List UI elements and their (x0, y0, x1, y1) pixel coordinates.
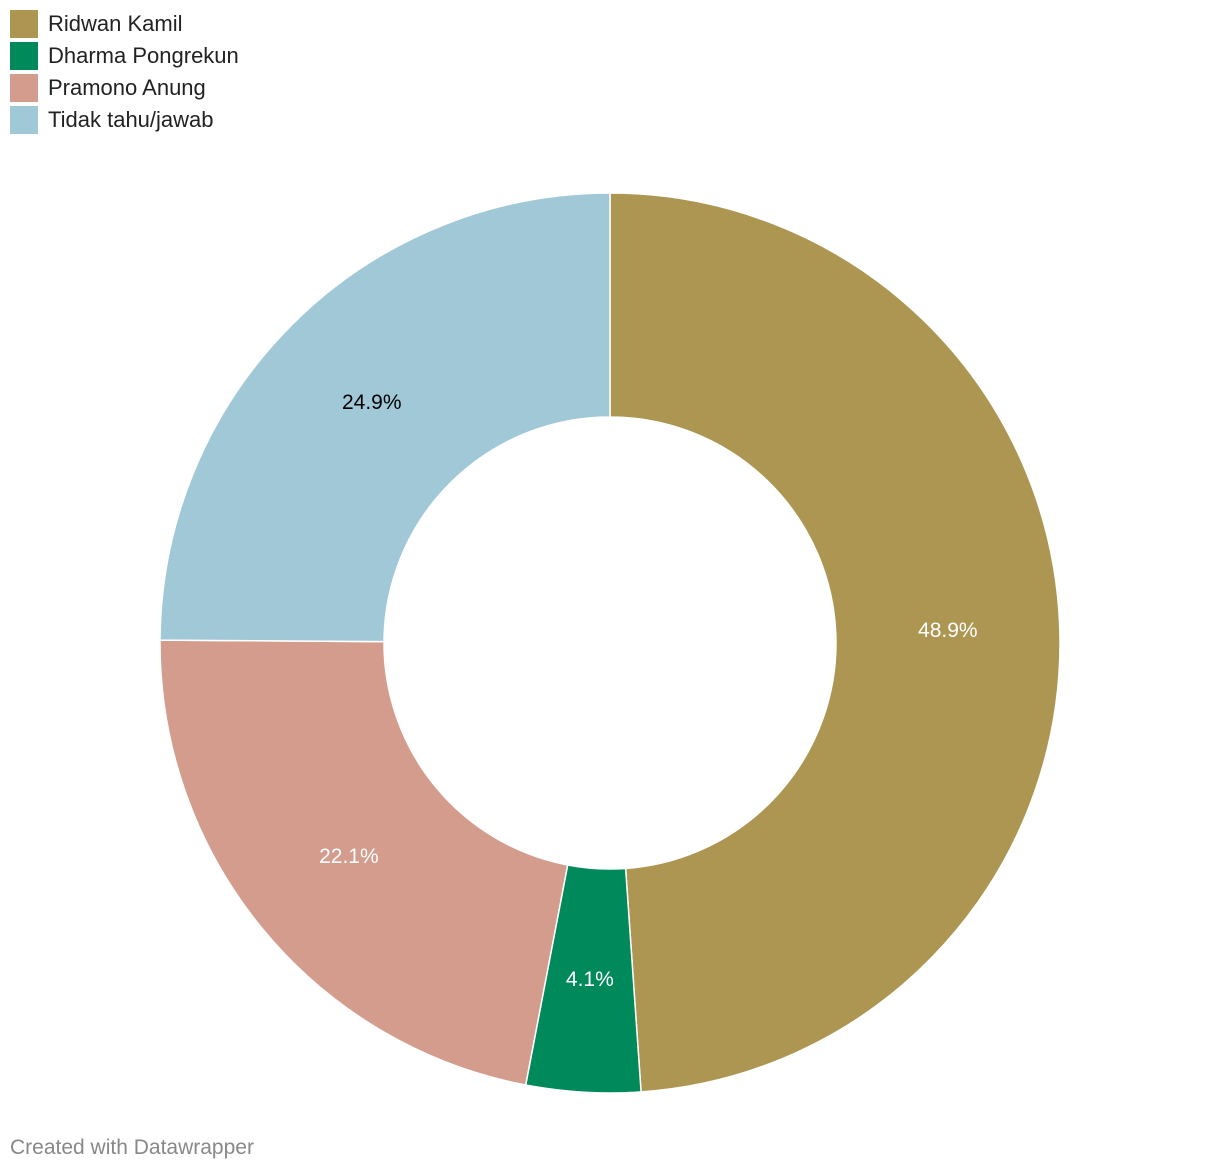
donut-slice-tidak-tahu-jawab (159, 192, 611, 643)
slice-value-label: 48.9% (918, 619, 978, 642)
legend-label: Tidak tahu/jawab (48, 107, 214, 132)
legend-item-pramono-anung: Pramono Anung (10, 72, 239, 104)
legend-label: Ridwan Kamil (48, 11, 183, 36)
legend-swatch (10, 106, 38, 134)
legend-swatch (10, 10, 38, 38)
credit-text: Created with Datawrapper (10, 1136, 254, 1159)
slice-value-label: 4.1% (566, 968, 614, 991)
legend: Ridwan Kamil Dharma Pongrekun Pramono An… (10, 8, 239, 136)
legend-label: Pramono Anung (48, 75, 206, 100)
legend-item-tidak-tahu-jawab: Tidak tahu/jawab (10, 104, 239, 136)
legend-item-dharma-pongrekun: Dharma Pongrekun (10, 40, 239, 72)
legend-swatch (10, 74, 38, 102)
donut-slice-ridwan-kamil (609, 192, 1061, 1093)
legend-swatch (10, 42, 38, 70)
slice-value-label: 24.9% (342, 391, 402, 414)
legend-item-ridwan-kamil: Ridwan Kamil (10, 8, 239, 40)
legend-label: Dharma Pongrekun (48, 43, 239, 68)
slice-value-label: 22.1% (319, 845, 379, 868)
donut-slice-pramono-anung (159, 639, 569, 1086)
